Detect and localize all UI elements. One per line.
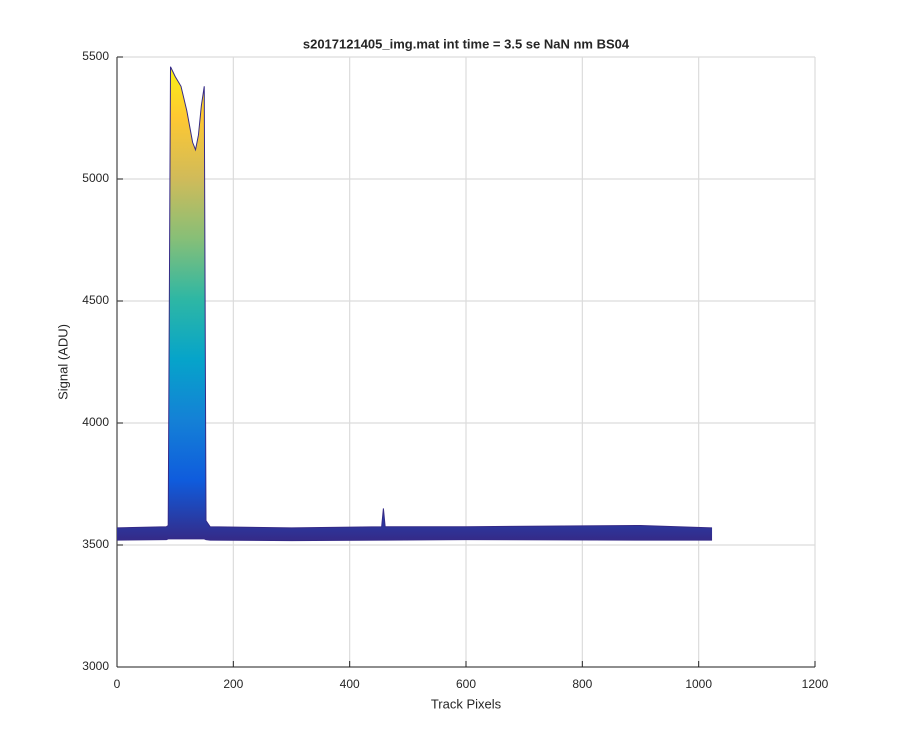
band-area <box>117 66 713 541</box>
y-tick-label: 4000 <box>82 415 109 429</box>
y-tick-label: 5500 <box>82 49 109 63</box>
x-tick-label: 1200 <box>802 677 829 691</box>
band-edge <box>116 66 713 529</box>
band-edge <box>116 538 713 542</box>
x-tick-label: 400 <box>340 677 360 691</box>
x-axis-label: Track Pixels <box>431 696 502 711</box>
x-tick-label: 800 <box>572 677 592 691</box>
y-tick-label: 3000 <box>82 659 109 673</box>
x-tick-label: 200 <box>223 677 243 691</box>
y-axis-label: Signal (ADU) <box>55 324 70 400</box>
y-tick-label: 4500 <box>82 293 109 307</box>
y-tick-label: 5000 <box>82 171 109 185</box>
x-tick-label: 1000 <box>685 677 712 691</box>
x-tick-label: 600 <box>456 677 476 691</box>
x-tick-label: 0 <box>114 677 121 691</box>
chart-title: s2017121405_img.mat int time = 3.5 se Na… <box>303 36 630 51</box>
y-tick-label: 3500 <box>82 537 109 551</box>
